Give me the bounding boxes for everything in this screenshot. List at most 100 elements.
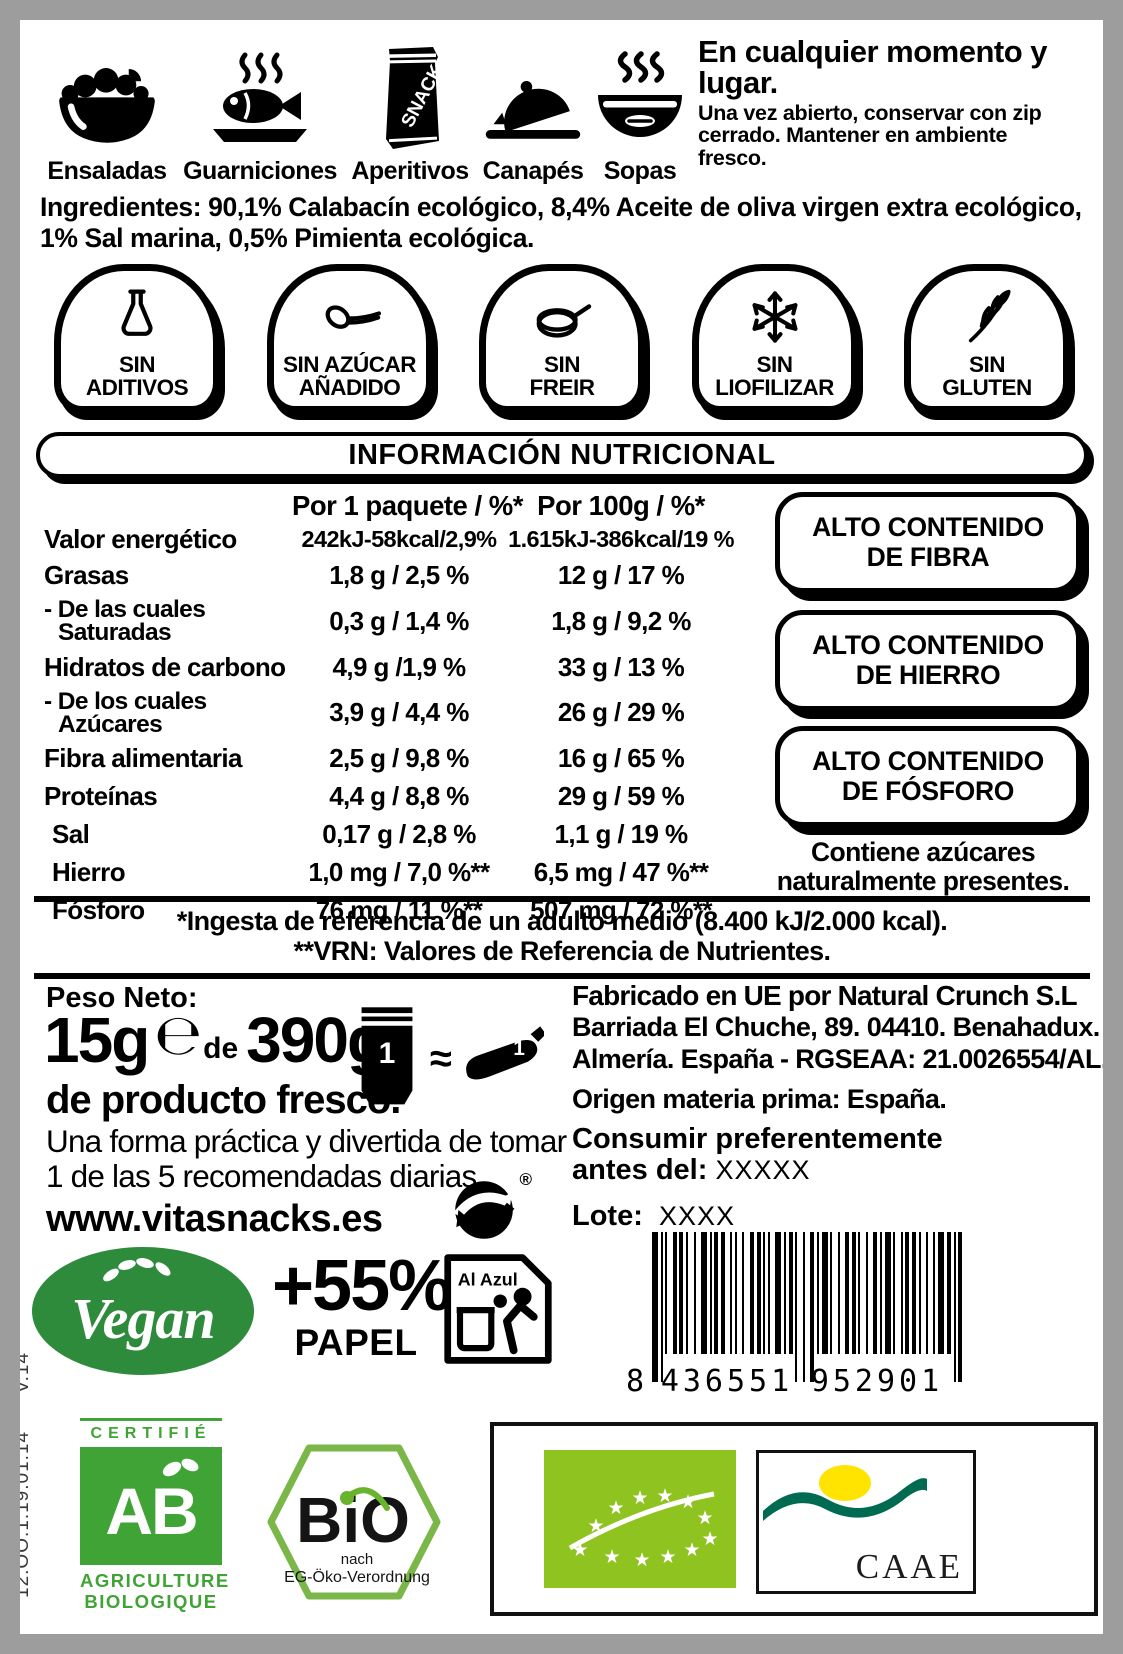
net-weight-of: de (203, 1032, 239, 1065)
ab-square: AB (80, 1447, 222, 1565)
zucchini-icon: 1 (458, 1011, 546, 1108)
eu-organic-logo: ★ ★ ★ ★ ★ ★ ★ ★ ★ ★ ★ ★ (544, 1450, 736, 1593)
ab-logo: CERTIFIÉ AB AGRICULTURE BIOLOGIQUE (80, 1418, 228, 1613)
snack-bag-icon: SNACK (377, 45, 443, 151)
net-weight-line: 15g ℮ de 390g (44, 1008, 386, 1073)
green-dot-icon: ® (452, 1170, 532, 1242)
nutrition-table: Por 1 paquete / %* Por 100g / %* Valor e… (44, 490, 736, 933)
storage-note-body: Una vez abierto, conservar con zip cerra… (698, 101, 1042, 170)
svg-text:★: ★ (679, 1491, 696, 1513)
svg-text:★: ★ (656, 1485, 673, 1507)
snowflake-icon (746, 287, 804, 354)
wheat-icon (958, 287, 1016, 354)
nutrition-row-hidratos: Hidratos de carbono 4,9 g /1,9 % 33 g / … (44, 651, 685, 682)
best-before-value: XXXXX (715, 1155, 811, 1186)
canape-cloche-icon (480, 59, 586, 151)
lot-label: Lote: (572, 1200, 643, 1233)
ingredients-text: 90,1% Calabacín ecológico, 8,4% Aceite d… (40, 192, 1082, 254)
al-azul-label: Al Azul (458, 1270, 518, 1290)
svg-text:★: ★ (631, 1487, 648, 1509)
best-before-label: Consumir preferentemente antes del: XXXX… (572, 1122, 943, 1187)
bio-sub1: nach (341, 1551, 374, 1568)
storage-note: En cualquier momento y lugar. Una vez ab… (698, 36, 1054, 169)
category-sopas: Sopas (590, 36, 690, 186)
frying-pan-icon (531, 289, 593, 354)
lot-line: Lote: XXXX (572, 1200, 1092, 1233)
badge-line1: SIN (968, 352, 1006, 377)
vegan-word: Vegan (71, 1285, 215, 1351)
manufacturer-line3: Almería. España - RGSEAA: 21.0026554/AL. (572, 1043, 1103, 1074)
category-label: Ensaladas (47, 157, 167, 185)
tagline: Una forma práctica y divertida de tomar … (46, 1123, 567, 1194)
badge-sin-gluten: SIN GLUTEN (904, 264, 1070, 413)
svg-text:★: ★ (633, 1549, 650, 1571)
barcode-bars (626, 1232, 963, 1382)
snack-pouch-icon: 1 (350, 1005, 424, 1114)
net-weight-label: Peso Neto: (46, 982, 198, 1014)
ingredients-paragraph: Ingredientes: 90,1% Calabacín ecológico,… (40, 192, 1086, 255)
reference-footnotes: *Ingesta de referencia de un adulto medi… (34, 896, 1090, 980)
svg-text:★: ★ (683, 1539, 700, 1561)
natural-sugars-note: Contiene azúcares naturalmente presentes… (776, 837, 1070, 896)
category-label: Canapés (482, 157, 584, 185)
vegan-logo: Vegan (32, 1247, 254, 1375)
svg-text:★: ★ (659, 1546, 676, 1568)
serving-suggestions-row: Ensaladas Guarniciones (38, 36, 1088, 186)
print-side-code: 12.OO.1.19.01.14 V.14 (20, 1351, 33, 1598)
badge-line1: SIN AZÚCAR (283, 352, 416, 377)
svg-text:★: ★ (701, 1528, 718, 1550)
category-label: Sopas (603, 157, 677, 185)
ab-rule (80, 1418, 222, 1421)
nutrition-row-proteinas: Proteínas 4,4 g / 8,8 % 29 g / 59 % (44, 781, 685, 812)
nutrition-row-fibra: Fibra alimentaria 2,5 g / 9,8 % 16 g / 6… (44, 743, 685, 774)
svg-text:★: ★ (571, 1539, 588, 1561)
ab-certifie: CERTIFIÉ (90, 1425, 212, 1442)
storage-note-title: En cualquier momento y lugar. (698, 34, 1048, 100)
pouch-count: 1 (379, 1037, 396, 1070)
svg-text:★: ★ (696, 1507, 713, 1529)
manufacturer-block: Fabricado en UE por Natural Crunch S.L B… (572, 980, 1103, 1233)
manufacturer-line1: Fabricado en UE por Natural Crunch S.L (572, 980, 1078, 1011)
badge-line2: GLUTEN (942, 374, 1032, 400)
badge-sin-freir: SIN FREIR (479, 264, 645, 413)
bio-hexagon-logo: BiO nach EG-Öko-Verordnung (265, 1440, 443, 1609)
lot-value: XXXX (659, 1201, 736, 1232)
svg-text:★: ★ (603, 1546, 620, 1568)
category-canapes: Canapés (476, 36, 590, 186)
badge-sin-aditivos: SIN ADITIVOS (54, 264, 220, 413)
col2-header: Por 100g / %* (537, 490, 705, 521)
salad-bowl-icon (55, 55, 159, 151)
ab-leaf-icon (160, 1453, 200, 1484)
nutrition-title-pill: INFORMACIÓN NUTRICIONAL (36, 432, 1088, 478)
paper-claim: +55% PAPEL (272, 1250, 452, 1364)
net-weight-line2: de producto fresco. (46, 1078, 401, 1122)
badge-line2: LIOFILIZAR (715, 374, 834, 400)
registered-mark: ® (519, 1170, 532, 1189)
svg-text:★: ★ (587, 1515, 604, 1537)
nutrition-row-grasas: Grasas 1,8 g / 2,5 % 12 g / 17 % (44, 560, 685, 591)
badge-line2: AÑADIDO (298, 374, 401, 400)
caae-logo: CAAE (756, 1450, 976, 1594)
nutrition-row-sal: Sal 0,17 g / 2,8 % 1,1 g / 19 % (52, 819, 688, 850)
nutrition-title: INFORMACIÓN NUTRICIONAL (348, 438, 776, 471)
soup-bowl-icon (595, 51, 685, 151)
spoon-icon (319, 287, 381, 354)
barcode-digits: 8 436551 952901 (626, 1364, 944, 1399)
nutrition-row-energia: Valor energético 242kJ-58kcal/2,9% 1.615… (44, 524, 735, 555)
footnote-intake: *Ingesta de referencia de un adulto medi… (176, 906, 948, 936)
category-aperitivos: SNACK Aperitivos (344, 36, 476, 186)
high-fiber-box: ALTO CONTENIDO DE FIBRA (775, 492, 1081, 594)
badge-line2: ADITIVOS (85, 374, 189, 400)
category-ensaladas: Ensaladas (38, 36, 176, 186)
approx-sign: ≈ (430, 1037, 452, 1081)
origin-line: Origen materia prima: España. (572, 1083, 947, 1114)
fish-plate-icon (205, 51, 315, 151)
badge-line1: SIN (118, 352, 156, 377)
high-iron-box: ALTO CONTENIDO DE HIERRO (775, 610, 1081, 712)
nutrition-row-azucares: - De los cuales Azúcares 3,9 g / 4,4 % 26… (44, 687, 685, 738)
ean-barcode: 8 436551 952901 (626, 1232, 963, 1399)
paper-word: PAPEL (294, 1322, 418, 1364)
badge-sin-azucar-anadido: SIN AZÚCAR AÑADIDO (266, 264, 433, 413)
bio-sub2: EG-Öko-Verordnung (284, 1568, 430, 1586)
